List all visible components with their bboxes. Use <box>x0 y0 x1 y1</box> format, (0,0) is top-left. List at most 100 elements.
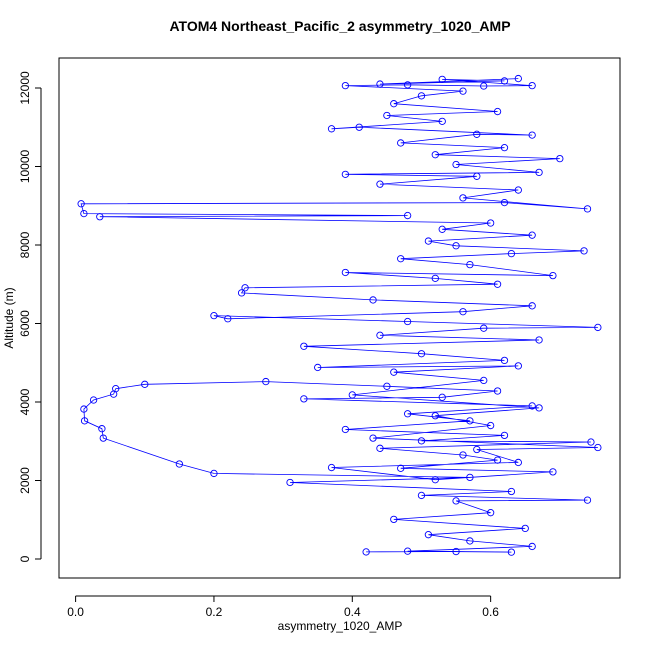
data-point <box>514 458 522 467</box>
data-point <box>300 395 308 403</box>
data-point <box>452 242 460 250</box>
data-point <box>473 130 481 138</box>
data-point <box>341 425 350 434</box>
data-point <box>486 219 495 227</box>
data-point <box>459 451 467 459</box>
data-point <box>355 123 363 131</box>
data-point <box>466 260 474 269</box>
data-point <box>466 537 474 545</box>
data-point <box>438 75 446 84</box>
data-point <box>486 509 495 517</box>
y-tick-label: 0 <box>18 555 32 562</box>
data-point <box>528 81 536 90</box>
data-point <box>493 387 502 395</box>
data-point <box>417 92 426 100</box>
data-point <box>514 74 522 83</box>
data-point <box>493 456 502 464</box>
data-point <box>383 382 391 390</box>
data-point <box>493 107 502 116</box>
data-point <box>77 200 85 208</box>
data-point <box>528 542 536 551</box>
data-point <box>493 280 502 288</box>
data-point <box>141 380 149 388</box>
data-point <box>369 296 377 304</box>
data-point <box>341 81 350 90</box>
data-point <box>237 289 246 297</box>
data-point <box>431 476 439 484</box>
data-point <box>210 469 218 478</box>
data-point <box>80 417 89 425</box>
data-point <box>500 143 509 152</box>
data-point <box>528 302 536 310</box>
data-point <box>403 410 412 418</box>
data-point <box>210 311 218 320</box>
data-point <box>80 209 88 218</box>
data-point <box>341 268 350 277</box>
data-point <box>96 213 104 221</box>
data-point <box>500 77 509 85</box>
data-point <box>514 362 522 370</box>
data-point <box>403 81 412 89</box>
data-point <box>438 117 446 126</box>
data-point <box>473 445 481 454</box>
data-point <box>112 385 120 393</box>
data-point <box>417 350 426 358</box>
data-line <box>80 78 598 553</box>
data-point <box>99 434 107 442</box>
data-point <box>507 249 516 258</box>
x-tick-label: 0.2 <box>206 605 223 619</box>
data-point <box>376 331 384 339</box>
data-point <box>175 460 184 468</box>
data-point <box>452 160 460 169</box>
y-tick-label: 12000 <box>18 71 32 105</box>
data-point <box>459 308 467 316</box>
data-point <box>528 131 536 139</box>
data-point <box>507 487 516 496</box>
data-point <box>500 431 509 440</box>
y-axis-label: Altitude (m) <box>2 287 16 348</box>
data-point <box>327 125 336 133</box>
x-tick-label: 0.6 <box>482 605 499 619</box>
data-point <box>528 231 536 239</box>
data-point <box>486 421 495 430</box>
data-point <box>514 186 522 194</box>
data-point <box>376 80 384 88</box>
data-point <box>535 168 543 177</box>
data-point <box>390 100 398 108</box>
data-point <box>500 356 509 365</box>
data-point <box>587 438 595 446</box>
data-point <box>480 376 488 385</box>
x-tick-label: 0.4 <box>344 605 361 619</box>
data-point <box>390 515 398 524</box>
data-point <box>397 255 405 263</box>
data-point <box>403 211 412 220</box>
data-point <box>452 547 460 556</box>
data-point <box>459 194 467 202</box>
data-point <box>403 317 412 326</box>
data-point <box>397 139 405 147</box>
data-point <box>438 393 446 401</box>
data-point <box>594 443 602 452</box>
data-point <box>459 87 467 95</box>
data-point <box>327 463 336 472</box>
x-tick-label: 0.0 <box>67 605 84 619</box>
data-point <box>556 154 564 163</box>
data-point <box>594 323 602 332</box>
data-point <box>397 464 405 472</box>
data-point <box>473 172 481 180</box>
data-point <box>466 417 474 425</box>
data-point <box>521 524 529 533</box>
data-point <box>241 284 249 292</box>
data-point <box>80 405 88 413</box>
data-point <box>417 491 426 500</box>
data-point <box>262 377 270 386</box>
data-point <box>341 170 350 178</box>
data-point <box>535 336 543 344</box>
data-point <box>390 368 398 376</box>
plot-frame <box>58 57 621 579</box>
data-point <box>583 496 592 504</box>
data-point <box>224 315 232 323</box>
data-point <box>507 548 516 556</box>
data-point <box>438 225 446 233</box>
